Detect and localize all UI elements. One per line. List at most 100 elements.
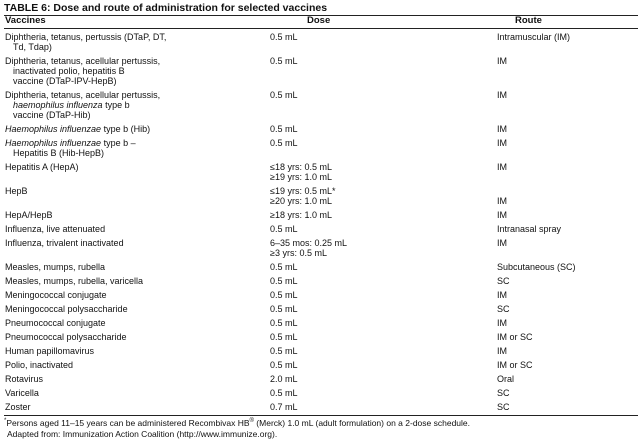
- vaccine-text: HepB: [5, 186, 28, 196]
- vaccine-cell: Influenza, trivalent inactivated: [5, 238, 255, 248]
- vaccine-text: Hepatitis B (Hib-HepB): [13, 148, 105, 158]
- table-row: Zoster 0.7 mL SC: [0, 400, 640, 414]
- dose-line: 0.5 mL: [270, 346, 298, 356]
- vaccine-cell: Haemophilus influenzae type b (Hib): [5, 124, 255, 134]
- header-rule: [4, 28, 638, 29]
- route-cell: IM or SC: [497, 332, 533, 342]
- route-line: SC: [497, 276, 510, 286]
- route-line: IM: [497, 318, 507, 328]
- route-line: SC: [497, 402, 510, 412]
- route-cell: SC: [497, 304, 510, 314]
- vaccine-line: vaccine (DTaP-IPV-HepB): [5, 76, 255, 86]
- table-row: Meningococcal conjugate 0.5 mL IM: [0, 288, 640, 302]
- dose-cell: 0.5 mL: [270, 332, 298, 342]
- dose-line: 6–35 mos: 0.25 mL: [270, 238, 348, 248]
- table-row: Rotavirus 2.0 mL Oral: [0, 372, 640, 386]
- vaccine-text: Diphtheria, tetanus, acellular pertussis…: [5, 90, 161, 100]
- route-cell: IM: [497, 318, 507, 328]
- dose-cell: 0.5 mL: [270, 138, 298, 148]
- header-vaccines: Vaccines: [5, 15, 46, 26]
- route-line: IM: [497, 138, 507, 148]
- dose-line: 0.7 mL: [270, 402, 298, 412]
- dose-line: 2.0 mL: [270, 374, 298, 384]
- vaccine-line: Rotavirus: [5, 374, 255, 384]
- vaccine-text: Influenza, trivalent inactivated: [5, 238, 124, 248]
- vaccine-line: vaccine (DTaP-Hib): [5, 110, 255, 120]
- vaccine-cell: HepA/HepB: [5, 210, 255, 220]
- vaccine-text: Meningococcal conjugate: [5, 290, 107, 300]
- route-line: IM: [497, 196, 507, 206]
- route-cell: IM: [497, 138, 507, 148]
- dose-cell: 0.5 mL: [270, 124, 298, 134]
- dose-line: ≥19 yrs: 1.0 mL: [270, 172, 332, 182]
- table-row: HepB ≤19 yrs: 0.5 mL* ≥20 yrs: 1.0 mL IM: [0, 184, 640, 208]
- vaccine-text: inactivated polio, hepatitis B: [13, 66, 125, 76]
- dose-cell: 0.5 mL: [270, 262, 298, 272]
- vaccine-line: HepA/HepB: [5, 210, 255, 220]
- vaccine-line: inactivated polio, hepatitis B: [5, 66, 255, 76]
- vaccine-text: Varicella: [5, 388, 39, 398]
- dose-line: 0.5 mL: [270, 90, 298, 100]
- route-line: IM: [497, 238, 507, 248]
- dose-cell: ≤18 yrs: 0.5 mL ≥19 yrs: 1.0 mL: [270, 162, 332, 182]
- vaccine-cell: Diphtheria, tetanus, acellular pertussis…: [5, 90, 255, 120]
- footnote: *Persons aged 11–15 years can be adminis…: [4, 418, 640, 439]
- table-row: Pneumococcal conjugate 0.5 mL IM: [0, 316, 640, 330]
- vaccine-text: Polio, inactivated: [5, 360, 74, 370]
- table-row: Measles, mumps, rubella 0.5 mL Subcutaneou…: [0, 260, 640, 274]
- route-line: Oral: [497, 374, 515, 384]
- vaccine-cell: Polio, inactivated: [5, 360, 255, 370]
- table-flow: Diphtheria, tetanus, pertussis (DTaP, DT…: [0, 30, 640, 439]
- route-cell: SC: [497, 276, 510, 286]
- vaccine-cell: Diphtheria, tetanus, pertussis (DTaP, DT…: [5, 32, 255, 52]
- dose-line: 0.5 mL: [270, 332, 298, 342]
- footnote-text: Persons aged 11–15 years can be administ…: [6, 418, 250, 428]
- table-row: Diphtheria, tetanus, pertussis (DTaP, DT…: [0, 30, 640, 54]
- route-cell: IM: [497, 90, 507, 100]
- vaccine-text: Haemophilus influenzae: [5, 138, 102, 148]
- registered-mark: ®: [249, 418, 254, 425]
- route-line: IM: [497, 290, 507, 300]
- vaccine-line: Hepatitis A (HepA): [5, 162, 255, 172]
- route-line: IM: [497, 124, 507, 134]
- vaccine-line: Pneumococcal conjugate: [5, 318, 255, 328]
- vaccine-cell: Meningococcal polysaccharide: [5, 304, 255, 314]
- dose-cell: 0.5 mL: [270, 90, 298, 100]
- table-row: Hepatitis A (HepA) ≤18 yrs: 0.5 mL ≥19 yrs…: [0, 160, 640, 184]
- dose-cell: 0.5 mL: [270, 304, 298, 314]
- route-line: IM: [497, 346, 507, 356]
- dose-cell: 6–35 mos: 0.25 mL ≥3 yrs: 0.5 mL: [270, 238, 347, 258]
- vaccine-cell: Haemophilus influenzae type b – Hepatitis…: [5, 138, 255, 158]
- vaccine-line: Hepatitis B (Hib-HepB): [5, 148, 255, 158]
- vaccine-line: Human papillomavirus: [5, 346, 255, 356]
- table-row: Haemophilus influenzae type b (Hib) 0.5 m…: [0, 122, 640, 136]
- route-cell: Subcutaneous (SC): [497, 262, 576, 272]
- dose-line: 0.5 mL: [270, 318, 298, 328]
- vaccine-text: type b –: [101, 138, 136, 148]
- table-row: Varicella 0.5 mL SC: [0, 386, 640, 400]
- dose-line: 0.5 mL: [270, 138, 298, 148]
- vaccine-cell: Measles, mumps, rubella: [5, 262, 255, 272]
- vaccine-cell: Pneumococcal conjugate: [5, 318, 255, 328]
- dose-line: 0.5 mL: [270, 304, 298, 314]
- route-cell: IM: [497, 290, 507, 300]
- footnote-mark: *: [4, 418, 7, 425]
- route-cell: IM: [497, 210, 507, 220]
- vaccine-line: Diphtheria, tetanus, acellular pertussis…: [5, 56, 255, 66]
- route-line: IM: [497, 210, 507, 220]
- dose-line: ≥18 yrs: 1.0 mL: [270, 210, 332, 220]
- vaccine-line: Measles, mumps, rubella, varicella: [5, 276, 255, 286]
- table-row: Measles, mumps, rubella, varicella 0.5 mL…: [0, 274, 640, 288]
- vaccine-line: Influenza, live attenuated: [5, 224, 255, 234]
- table-row: Diphtheria, tetanus, acellular pertussis…: [0, 88, 640, 122]
- route-cell: IM: [497, 124, 507, 134]
- vaccine-text: Measles, mumps, rubella, varicella: [5, 276, 144, 286]
- vaccine-text: type b (Hib): [101, 124, 151, 134]
- vaccine-text: Influenza, live attenuated: [5, 224, 106, 234]
- table-row: Pneumococcal polysaccharide 0.5 mL IM or S…: [0, 330, 640, 344]
- route-cell: Oral: [497, 374, 514, 384]
- vaccine-cell: Varicella: [5, 388, 255, 398]
- header-route: Route: [515, 15, 542, 26]
- table-body: Diphtheria, tetanus, pertussis (DTaP, DT…: [0, 30, 640, 414]
